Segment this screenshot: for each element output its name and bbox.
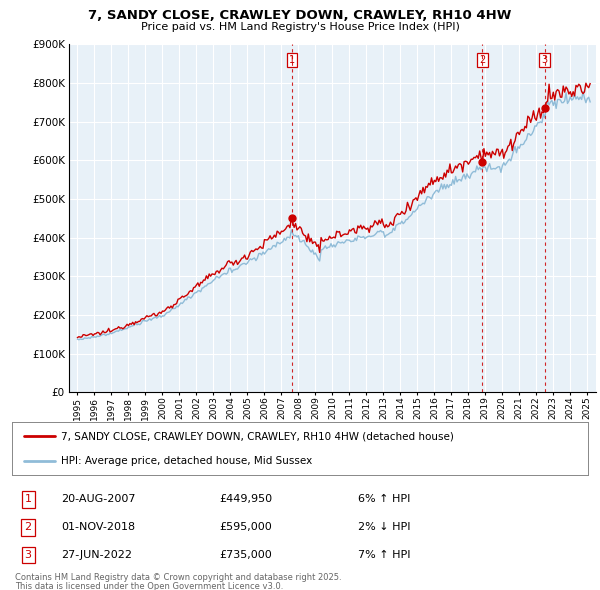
Text: 2: 2 <box>479 55 485 65</box>
Text: 1: 1 <box>289 55 295 65</box>
Text: 7% ↑ HPI: 7% ↑ HPI <box>358 550 410 560</box>
Text: 7, SANDY CLOSE, CRAWLEY DOWN, CRAWLEY, RH10 4HW (detached house): 7, SANDY CLOSE, CRAWLEY DOWN, CRAWLEY, R… <box>61 431 454 441</box>
Text: 7, SANDY CLOSE, CRAWLEY DOWN, CRAWLEY, RH10 4HW: 7, SANDY CLOSE, CRAWLEY DOWN, CRAWLEY, R… <box>88 9 512 22</box>
Text: 3: 3 <box>542 55 548 65</box>
Text: 2: 2 <box>25 522 32 532</box>
Text: £735,000: £735,000 <box>220 550 272 560</box>
Text: 1: 1 <box>25 494 32 504</box>
Text: HPI: Average price, detached house, Mid Sussex: HPI: Average price, detached house, Mid … <box>61 455 312 466</box>
Text: Price paid vs. HM Land Registry's House Price Index (HPI): Price paid vs. HM Land Registry's House … <box>140 22 460 32</box>
Text: 2% ↓ HPI: 2% ↓ HPI <box>358 522 410 532</box>
Text: 20-AUG-2007: 20-AUG-2007 <box>61 494 136 504</box>
Text: This data is licensed under the Open Government Licence v3.0.: This data is licensed under the Open Gov… <box>15 582 283 590</box>
Text: Contains HM Land Registry data © Crown copyright and database right 2025.: Contains HM Land Registry data © Crown c… <box>15 573 341 582</box>
Text: 6% ↑ HPI: 6% ↑ HPI <box>358 494 410 504</box>
Text: 3: 3 <box>25 550 32 560</box>
Text: £595,000: £595,000 <box>220 522 272 532</box>
Text: 27-JUN-2022: 27-JUN-2022 <box>61 550 132 560</box>
Text: 01-NOV-2018: 01-NOV-2018 <box>61 522 135 532</box>
Text: £449,950: £449,950 <box>220 494 272 504</box>
